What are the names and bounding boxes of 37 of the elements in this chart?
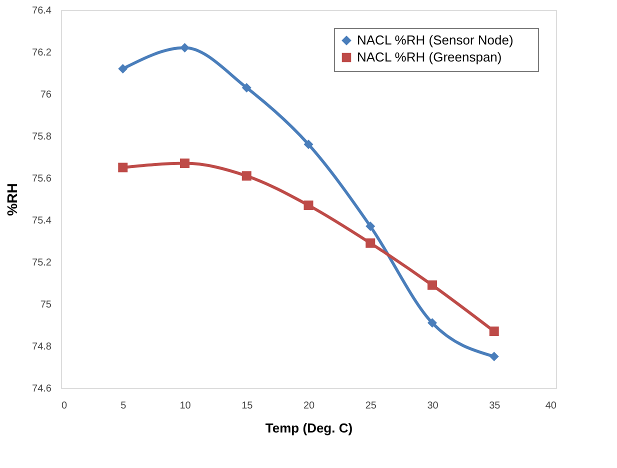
y-tick-label: 76.2	[32, 48, 52, 58]
x-tick-label: 15	[242, 400, 254, 412]
x-tick-label: 35	[489, 400, 501, 412]
y-tick-label: 74.6	[32, 384, 52, 394]
legend-label: NACL %RH (Sensor Node)	[357, 32, 514, 48]
point	[304, 200, 314, 210]
y-tick-label: 75.8	[32, 132, 52, 142]
point	[180, 158, 190, 168]
point	[242, 171, 252, 181]
point	[428, 318, 437, 328]
x-tick-label: 25	[365, 400, 377, 412]
point	[118, 64, 128, 74]
x-tick-label: 20	[303, 400, 315, 412]
x-tick-label: 0	[62, 400, 68, 412]
y-tick-label: 75.2	[32, 258, 52, 268]
point	[304, 140, 314, 150]
point	[428, 280, 437, 290]
point	[366, 238, 376, 248]
y-axis-title: %RH	[4, 183, 20, 216]
y-tick-label: 74.8	[32, 342, 52, 352]
point	[180, 43, 190, 53]
point	[118, 162, 128, 172]
y-tick-label: 75.6	[32, 174, 52, 184]
x-tick-label: 5	[120, 400, 127, 412]
y-tick-label: 76.4	[32, 6, 52, 16]
x-tick-label: 30	[427, 400, 439, 412]
legend-label: NACL %RH (Greenspan)	[357, 50, 502, 64]
y-tick-label: 75	[40, 300, 52, 310]
y-tick-label: 76	[40, 90, 52, 100]
x-axis-title: Temp (Deg. C)	[265, 420, 353, 436]
point	[242, 82, 252, 92]
x-tick-label: 40	[545, 400, 557, 412]
point	[489, 326, 499, 336]
y-tick-label: 75.4	[32, 216, 52, 226]
x-tick-label: 10	[180, 400, 192, 412]
point	[366, 222, 376, 232]
point	[489, 352, 499, 362]
